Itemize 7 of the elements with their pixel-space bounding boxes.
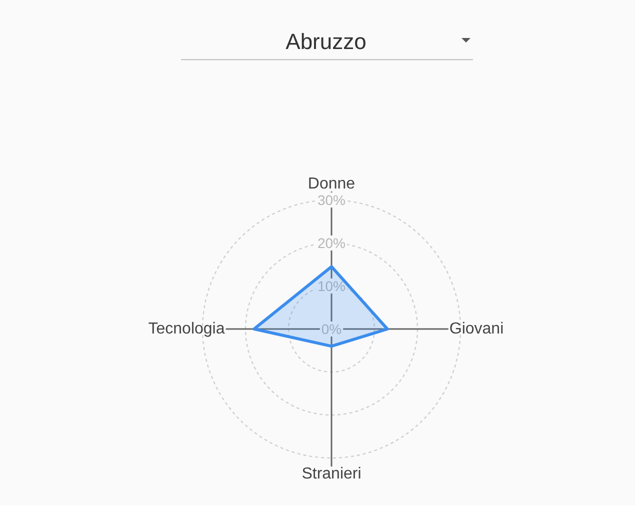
chart-title: Abruzzo — [286, 29, 366, 54]
y-tick-label: 30% — [317, 192, 346, 208]
spoke-label: Giovani — [449, 320, 504, 338]
y-tick-label: 20% — [317, 235, 346, 251]
spoke-label: Stranieri — [302, 466, 362, 482]
spoke-label: Donne — [308, 176, 356, 192]
spoke-label: Tecnologia — [148, 320, 225, 338]
